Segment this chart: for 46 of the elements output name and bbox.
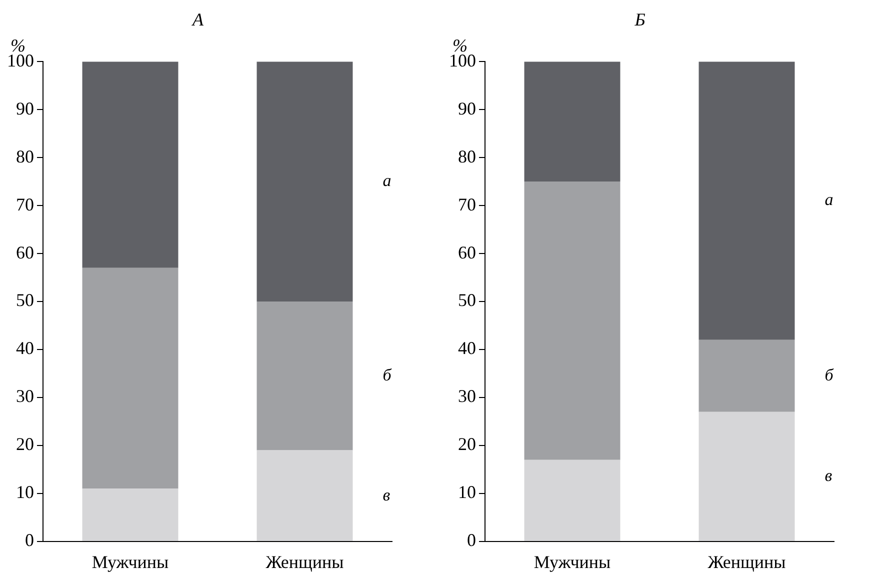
x-tick-label: Мужчины	[92, 552, 169, 572]
y-tick-label: 80	[458, 146, 476, 166]
x-tick-label: Женщины	[266, 552, 344, 572]
y-tick-label: 90	[16, 98, 34, 118]
series-label: в	[824, 466, 833, 486]
y-tick-label: 90	[458, 98, 476, 118]
y-tick-label: 0	[467, 530, 476, 550]
bar	[256, 450, 353, 541]
y-axis-title: %	[452, 35, 468, 56]
bar	[256, 62, 353, 302]
y-tick-label: 50	[16, 290, 34, 310]
bar	[698, 412, 795, 541]
y-tick-label: 70	[458, 194, 476, 214]
bar	[524, 62, 620, 182]
x-tick-label: Женщины	[708, 552, 786, 572]
y-tick-label: 10	[16, 482, 34, 502]
y-tick-label: 80	[16, 146, 34, 166]
bar	[82, 488, 178, 541]
x-tick-label: Мужчины	[534, 552, 611, 572]
bar	[524, 182, 620, 460]
bar	[82, 62, 178, 268]
y-tick-label: 60	[16, 242, 34, 262]
series-label: б	[382, 365, 392, 384]
series-label: в	[382, 485, 391, 504]
bar	[698, 340, 795, 412]
y-tick-label: 10	[458, 482, 476, 502]
bar	[698, 62, 795, 340]
y-tick-label: 40	[458, 338, 476, 358]
y-tick-label: 70	[16, 194, 34, 214]
y-tick-label: 20	[458, 434, 476, 454]
chart-title: Б	[634, 10, 646, 30]
y-tick-label: 30	[16, 386, 34, 406]
y-tick-label: 0	[25, 530, 34, 550]
series-label: а	[824, 190, 834, 210]
chart-title: А	[192, 10, 204, 30]
y-axis-title: %	[10, 35, 26, 56]
series-label: а	[382, 171, 392, 190]
y-tick-label: 20	[16, 434, 34, 454]
y-tick-label: 60	[458, 242, 476, 262]
bar	[524, 460, 620, 541]
bar	[82, 268, 178, 489]
y-tick-label: 30	[458, 386, 476, 406]
series-label: б	[824, 365, 834, 384]
y-tick-label: 40	[16, 338, 34, 358]
y-tick-label: 50	[458, 290, 476, 310]
bar	[256, 302, 353, 450]
